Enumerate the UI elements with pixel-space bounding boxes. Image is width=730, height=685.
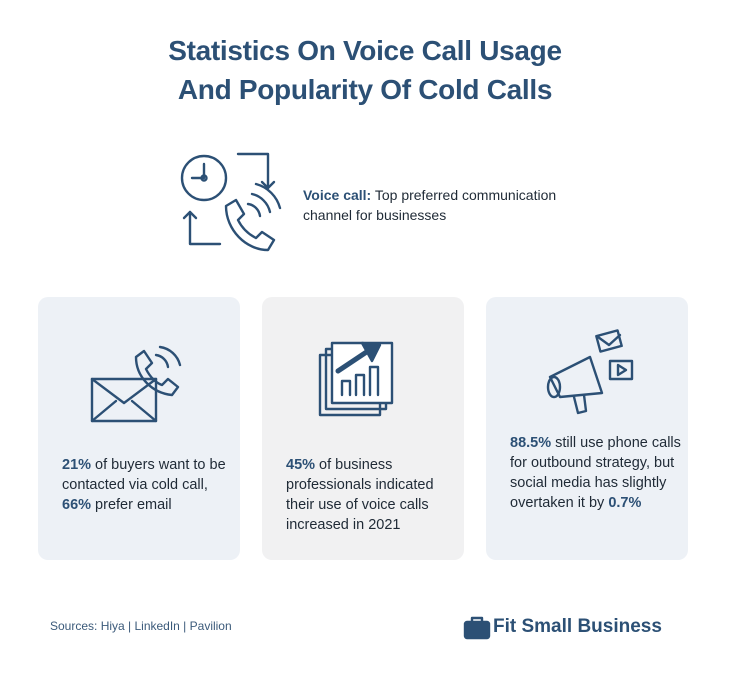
brand-name: Fit Small Business	[493, 616, 662, 637]
stat-figure: 66%	[62, 497, 92, 513]
email-call-icon	[90, 345, 182, 423]
stat-text: prefer email	[91, 497, 172, 513]
voice-call-icon	[180, 152, 282, 252]
stat-text: of buyers want to be contacted via cold …	[62, 457, 226, 493]
megaphone-icon	[546, 329, 634, 415]
stat-text: of business professionals indicated thei…	[286, 457, 434, 533]
highlight: Voice call: Top preferred communication …	[303, 185, 603, 225]
card: 88.5% still use phone calls for outbound…	[486, 297, 688, 560]
growth-chart-icon	[318, 341, 394, 417]
stat-figure: 45%	[286, 457, 316, 473]
card: 45% of business professionals indicated …	[262, 297, 464, 560]
stat-figure: 88.5%	[510, 435, 552, 451]
stat-text: still use phone calls for outbound strat…	[510, 435, 681, 511]
highlight-text: Top preferred communication channel for …	[303, 187, 557, 223]
stat-figure: 21%	[62, 457, 92, 473]
card-text: 45% of business professionals indicated …	[286, 455, 458, 535]
sources: Sources: Hiya | LinkedIn | Pavilion	[50, 619, 232, 633]
card-text: 21% of buyers want to be contacted via c…	[62, 455, 234, 515]
brand-logo	[463, 616, 491, 640]
highlight-label: Voice call:	[303, 187, 372, 203]
card-text: 88.5% still use phone calls for outbound…	[510, 433, 682, 513]
stat-figure: 0.7%	[608, 495, 642, 511]
title-line: And Popularity Of Cold Calls	[177, 74, 553, 105]
card: 21% of buyers want to be contacted via c…	[38, 297, 240, 560]
title-line: Statistics On Voice Call Usage	[168, 35, 562, 66]
